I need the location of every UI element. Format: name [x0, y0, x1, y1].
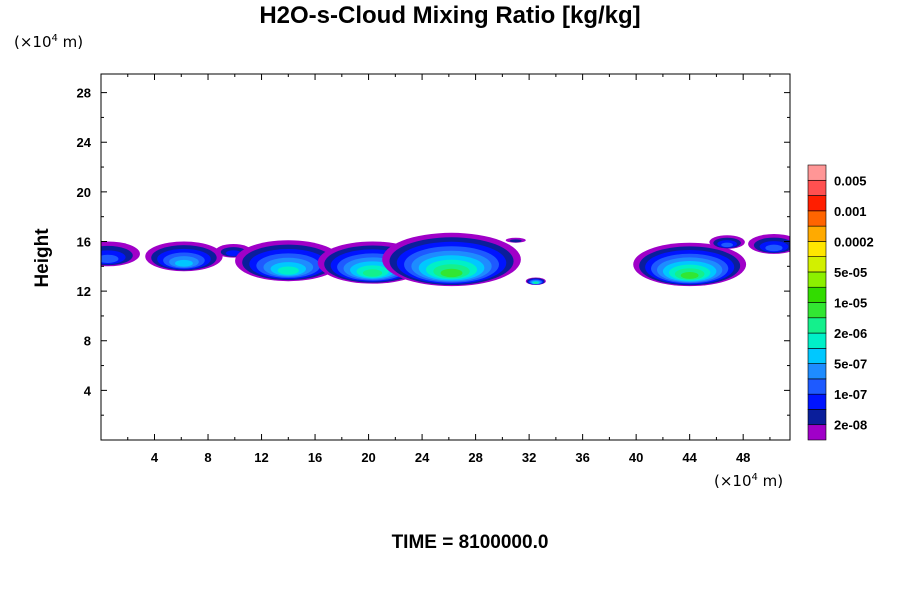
cloud-level [509, 239, 522, 243]
colorbar-label: 1e-05 [834, 296, 867, 311]
cloud-level [721, 242, 734, 248]
cloud-blob [382, 232, 521, 287]
x-tick-label: 32 [522, 450, 536, 465]
cloud-level [175, 259, 193, 267]
colorbar-swatch [807, 271, 827, 288]
y-axis: 4 8 12 16 20 24 28 [77, 86, 790, 416]
cloud-blob [101, 241, 140, 267]
x-tick-label: 8 [204, 450, 211, 465]
cloud-blob [748, 234, 790, 254]
cloud-blob [525, 277, 546, 285]
x-tick-label: 12 [254, 450, 268, 465]
colorbar-label: 0.005 [834, 173, 867, 188]
colorbar-label: 0.001 [834, 204, 867, 219]
colorbar-swatch [807, 393, 827, 410]
colorbar-swatch [807, 378, 827, 395]
cloud-blob [235, 240, 342, 282]
colorbar-swatch [807, 302, 827, 319]
colorbar: 0.005 0.001 0.0002 5e-05 1e-05 2e-06 5e-07 1e-0… [807, 164, 874, 441]
colorbar-swatch [807, 210, 827, 227]
cloud-level [277, 266, 299, 275]
cloud-blob [709, 235, 745, 249]
y-tick-label: 12 [77, 284, 91, 299]
x-tick-label: 28 [468, 450, 482, 465]
x-tick-label: 24 [415, 450, 430, 465]
colorbar-swatch [807, 286, 827, 303]
x-tick-label: 4 [151, 450, 159, 465]
y-tick-label: 20 [77, 185, 91, 200]
colorbar-label: 1e-07 [834, 387, 867, 402]
y-tick-label: 8 [84, 334, 91, 349]
cloud-level [534, 282, 538, 284]
colorbar-swatch [807, 195, 827, 212]
x-tick-label: 44 [682, 450, 697, 465]
colorbar-label: 5e-07 [834, 357, 867, 372]
chart-title: H2O-s-Cloud Mixing Ratio [kg/kg] [259, 2, 641, 29]
colorbar-swatch [807, 164, 827, 181]
colorbar-swatch [807, 317, 827, 334]
x-tick-label: 36 [575, 450, 589, 465]
x-tick-label: 48 [736, 450, 750, 465]
cloud-level [362, 269, 383, 277]
cloud-level [680, 271, 699, 279]
x-tick-label: 40 [629, 450, 643, 465]
colorbar-swatch [807, 409, 827, 426]
colorbar-swatch [807, 241, 827, 257]
cloud-level [101, 254, 119, 263]
colorbar-swatch [807, 225, 827, 242]
colorbar-swatch [807, 424, 827, 441]
time-label: TIME = 8100000.0 [391, 532, 549, 553]
cloud-field [101, 232, 790, 287]
colorbar-swatch [807, 348, 827, 364]
colorbar-label: 0.0002 [834, 234, 874, 249]
y-tick-label: 4 [84, 383, 92, 398]
x-tick-label: 16 [308, 450, 322, 465]
colorbar-label: 2e-08 [834, 418, 867, 433]
colorbar-swatch [807, 363, 827, 380]
colorbar-label: 5e-05 [834, 265, 867, 280]
y-tick-label: 16 [77, 234, 91, 249]
cloud-level [440, 268, 463, 278]
x-axis-unit: (×104 m) [714, 472, 784, 490]
cloud-blob [145, 241, 223, 272]
colorbar-swatch [807, 179, 827, 196]
plot-frame [100, 73, 791, 441]
colorbar-swatch [807, 256, 827, 273]
x-axis: 4 8 12 16 20 24 28 32 36 40 44 48 [127, 74, 771, 465]
cloud-level [765, 244, 783, 252]
cloud-blob [505, 237, 526, 243]
colorbar-label: 2e-06 [834, 326, 867, 341]
x-tick-label: 20 [361, 450, 375, 465]
cloud-blob [633, 242, 747, 287]
y-tick-label: 24 [77, 135, 92, 150]
y-tick-label: 28 [77, 86, 91, 101]
cloud-level [225, 250, 242, 257]
colorbar-swatch [807, 332, 827, 349]
y-axis-unit: (×104 m) [14, 33, 84, 51]
